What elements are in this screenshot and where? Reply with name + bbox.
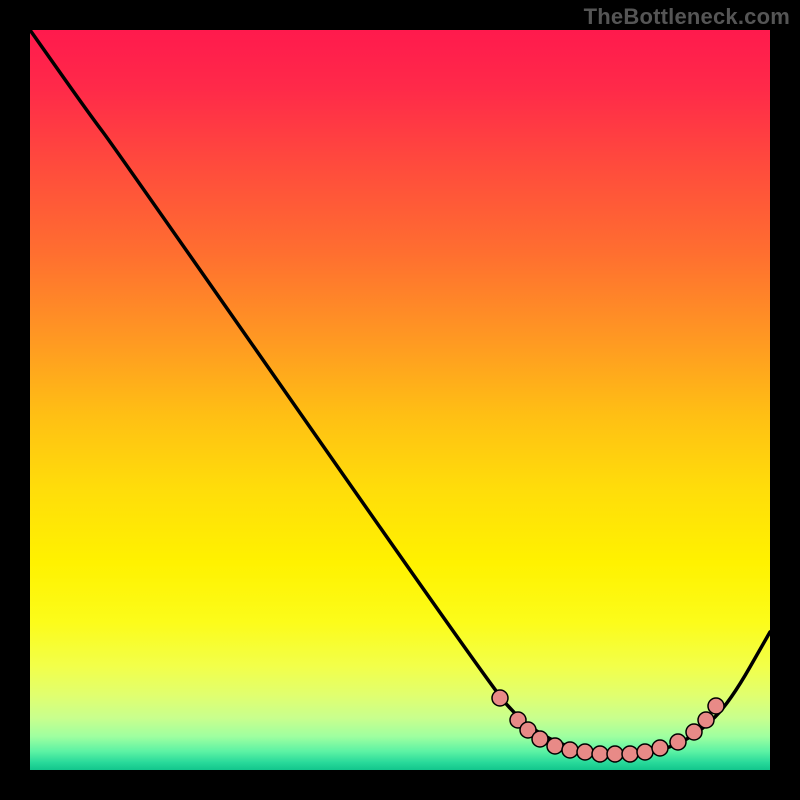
curve-marker bbox=[577, 744, 593, 760]
curve-marker bbox=[686, 724, 702, 740]
curve-marker bbox=[637, 744, 653, 760]
curve-marker bbox=[670, 734, 686, 750]
attribution-text: TheBottleneck.com bbox=[584, 4, 790, 30]
curve-marker bbox=[622, 746, 638, 762]
curve-marker bbox=[592, 746, 608, 762]
chart-svg bbox=[30, 30, 770, 770]
curve-marker bbox=[547, 738, 563, 754]
bottleneck-chart bbox=[30, 30, 770, 770]
curve-marker bbox=[708, 698, 724, 714]
curve-marker bbox=[532, 731, 548, 747]
gradient-background bbox=[30, 30, 770, 770]
curve-marker bbox=[562, 742, 578, 758]
curve-marker bbox=[698, 712, 714, 728]
curve-marker bbox=[607, 746, 623, 762]
curve-marker bbox=[492, 690, 508, 706]
curve-marker bbox=[652, 740, 668, 756]
